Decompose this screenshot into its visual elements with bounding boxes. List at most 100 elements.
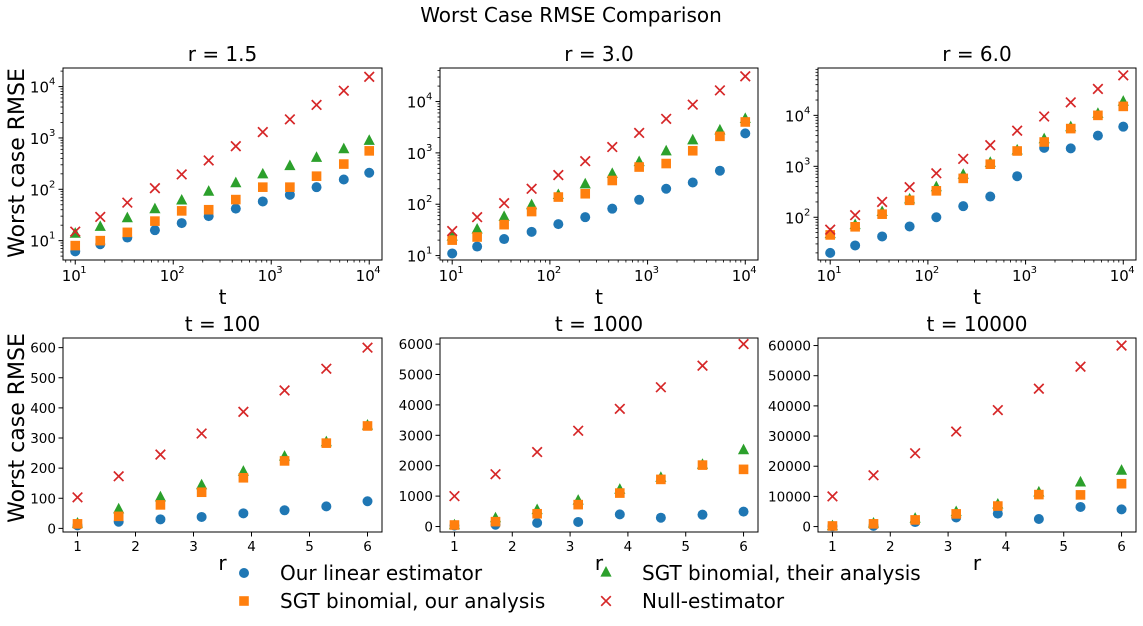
y-tick-label: 60000 (768, 339, 811, 355)
data-point (655, 381, 667, 393)
data-point (1092, 130, 1103, 141)
data-point (1115, 464, 1128, 475)
data-point (931, 186, 942, 196)
y-tick-label: 10 (30, 130, 49, 148)
data-point (121, 211, 133, 223)
x-tick-exponent: 4 (1128, 265, 1134, 276)
subplot-title: t = 10000 (927, 312, 1028, 336)
data-point (449, 490, 460, 502)
data-point (311, 171, 322, 181)
data-point (1118, 101, 1129, 112)
data-point (532, 508, 542, 519)
data-point (606, 141, 618, 153)
data-point (447, 248, 458, 259)
data-point (715, 131, 725, 142)
legend-label: Our linear estimator (280, 561, 483, 585)
subplot-6: t = 10000 r 1 2 3 4 5 6 0 10000 20000 30000 40000 500… (768, 312, 1137, 575)
x-tick-exponent: 1 (80, 265, 86, 276)
data-point (203, 155, 215, 166)
data-point (827, 521, 838, 531)
x-tick-label: 5 (681, 539, 690, 555)
data-point (95, 235, 106, 246)
x-tick-exponent: 4 (374, 265, 380, 276)
data-point (150, 216, 160, 226)
data-point (69, 226, 81, 238)
data-point (257, 126, 269, 138)
data-point (279, 456, 290, 466)
x-tick-label: 10 (914, 267, 933, 285)
x-tick-exponent: 3 (276, 265, 282, 276)
data-point (877, 209, 887, 219)
data-point (72, 491, 83, 503)
data-point (1093, 110, 1103, 121)
data-point (634, 162, 644, 172)
data-point (154, 490, 167, 502)
legend-item: Null-estimator (600, 589, 785, 613)
x-tick-exponent: 2 (178, 265, 184, 276)
data-point (446, 225, 458, 237)
data-point (176, 218, 187, 229)
x-tick-exponent: 1 (835, 265, 841, 276)
data-point (824, 224, 836, 236)
x-tick-exponent: 1 (457, 265, 463, 276)
data-point (321, 438, 332, 448)
data-point (362, 342, 373, 354)
data-point (285, 182, 295, 192)
axes-frame (439, 67, 759, 261)
x-tick-label: 1 (73, 539, 82, 555)
data-point (449, 520, 460, 530)
data-point (1033, 383, 1045, 395)
data-point (738, 464, 749, 475)
subplot-title: r = 6.0 (942, 42, 1012, 66)
data-point (364, 167, 375, 178)
y-tick-label: 0 (802, 520, 811, 536)
legend: Our linear estimator SGT binomial, their … (239, 561, 921, 613)
x-tick-label: 1 (450, 539, 459, 555)
figure-title: Worst Case RMSE Comparison (420, 3, 722, 27)
data-point (238, 508, 249, 519)
subplot-title: t = 100 (185, 312, 261, 336)
subplot-title: t = 1000 (555, 312, 643, 336)
y-tick-exponent: 4 (49, 77, 55, 88)
data-point (72, 519, 83, 529)
data-point (552, 169, 564, 181)
data-point (176, 193, 188, 205)
data-point (257, 167, 269, 179)
data-point (661, 183, 672, 194)
data-point (1075, 490, 1086, 500)
data-point (363, 71, 375, 83)
y-tick-label: 600 (30, 341, 56, 357)
data-point (868, 469, 879, 481)
data-point (257, 182, 268, 192)
y-tick-label: 10 (785, 158, 804, 176)
data-point (196, 428, 208, 439)
x-axis-label: r (595, 551, 604, 575)
x-tick-label: 10 (258, 267, 277, 285)
data-point (1011, 125, 1023, 137)
y-tick-exponent: 4 (426, 92, 432, 103)
x-tick-label: 4 (247, 539, 256, 555)
data-point (526, 183, 538, 195)
data-point (121, 197, 133, 209)
data-point (910, 515, 920, 525)
data-point (827, 490, 838, 502)
data-point (155, 500, 166, 510)
data-point (904, 195, 915, 206)
y-tick-label: 10 (407, 94, 426, 112)
y-tick-label: 10 (785, 107, 804, 125)
data-point (580, 188, 591, 199)
x-tick-exponent: 2 (555, 265, 561, 276)
data-point (930, 167, 942, 179)
data-point (1038, 111, 1050, 122)
row1-ylabel: Worst case RMSE (5, 68, 30, 258)
y-tick-label: 400 (30, 401, 56, 417)
data-point (607, 203, 618, 214)
x-tick-label: 2 (508, 539, 517, 555)
data-point (993, 501, 1003, 511)
data-point (230, 176, 242, 188)
data-point (284, 113, 296, 125)
data-point (992, 404, 1004, 416)
data-point (237, 406, 249, 418)
legend-marker (600, 566, 612, 577)
x-tick-exponent: 4 (750, 265, 756, 276)
